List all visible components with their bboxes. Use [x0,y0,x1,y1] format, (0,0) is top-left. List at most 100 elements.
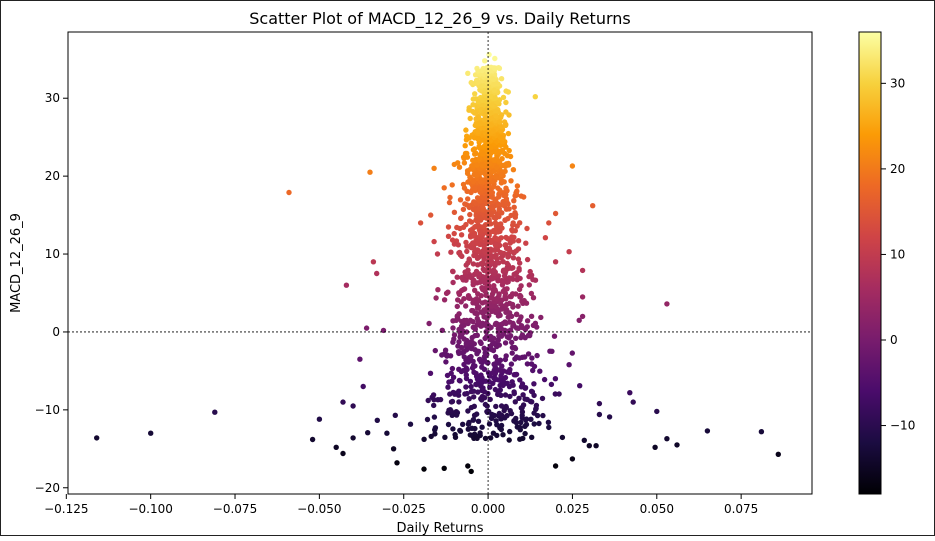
scatter-point [514,325,520,331]
scatter-point [390,446,397,452]
scatter-point [490,287,496,293]
scatter-point [500,320,506,327]
scatter-point [569,456,576,462]
scatter-point [511,204,517,210]
scatter-point [428,212,434,218]
scatter-point [475,418,482,424]
scatter-point [472,151,478,157]
scatter-point [470,240,476,247]
scatter-point [500,432,506,438]
scatter-point [579,313,586,320]
scatter-point [775,451,781,457]
scatter-point [431,397,437,403]
scatter-point [491,183,497,190]
scatter-point [551,333,558,339]
scatter-point [461,361,467,368]
scatter-point [586,443,592,449]
x-tick-label: 0.025 [555,502,589,516]
scatter-point [505,130,512,137]
scatter-point [453,412,460,418]
scatter-point [496,227,503,234]
scatter-point [606,414,613,420]
scatter-point [479,67,485,74]
scatter-point [485,84,492,90]
scatter-point [510,167,517,173]
scatter-point [484,182,491,188]
scatter-point [490,275,497,281]
scatter-point [517,220,523,226]
scatter-point [526,282,532,288]
x-tick-label: −0.125 [44,502,88,516]
scatter-point [485,264,492,270]
scatter-point [464,188,470,194]
scatter-point [517,424,523,431]
scatter-point [502,340,509,346]
scatter-point [498,426,504,433]
scatter-point [476,254,482,260]
scatter-point [510,265,516,271]
scatter-point [596,411,603,418]
scatter-point [492,148,498,155]
scatter-point [343,282,350,288]
scatter-point [511,390,517,397]
scatter-point [461,277,468,283]
scatter-point [488,324,494,331]
scatter-point [532,320,539,326]
scatter-point [498,255,504,261]
scatter-point [497,382,503,389]
scatter-point [552,463,559,469]
scatter-point [531,421,537,427]
scatter-point [466,396,472,402]
scatter-point [316,416,323,422]
scatter-point [479,203,486,209]
scatter-point [513,419,519,426]
scatter-point [498,123,505,130]
scatter-point [461,155,467,161]
scatter-point [482,58,488,64]
scatter-point [509,227,515,233]
scatter-point [471,252,477,259]
scatter-point [448,249,454,255]
scatter-point [460,206,467,213]
scatter-point [488,258,495,265]
scatter-point [474,435,480,441]
colorbar [858,31,882,495]
scatter-point [467,317,474,323]
scatter-point [476,356,483,363]
scatter-point [431,165,437,171]
scatter-point [489,189,496,196]
scatter-point [370,259,377,265]
scatter-point [479,424,485,430]
scatter-point [472,185,478,191]
scatter-point [465,70,471,77]
scatter-point [454,224,460,231]
scatter-point [508,212,514,219]
scatter-points [94,51,781,475]
scatter-point [509,339,515,346]
scatter-point [452,434,459,440]
scatter-point [481,243,487,249]
scatter-point [472,206,478,212]
scatter-point [451,230,457,237]
scatter-point [309,436,316,443]
scatter-point [498,180,505,186]
scatter-point [506,147,512,154]
scatter-point [596,400,603,407]
scatter-point [511,271,517,277]
scatter-point [552,376,559,382]
scatter-point [475,389,481,395]
scatter-point [472,287,478,293]
scatter-point [516,267,522,273]
scatter-point [450,426,456,432]
scatter-point [94,435,100,441]
scatter-point [488,144,494,150]
colorbar-tick-label: −10 [890,419,915,433]
scatter-point [503,109,509,115]
scatter-point [500,288,506,295]
x-axis-label: Daily Returns [397,521,484,536]
scatter-point [507,428,513,435]
scatter-point [443,359,449,365]
x-tick-label: −0.050 [297,502,341,516]
scatter-point [500,135,506,141]
